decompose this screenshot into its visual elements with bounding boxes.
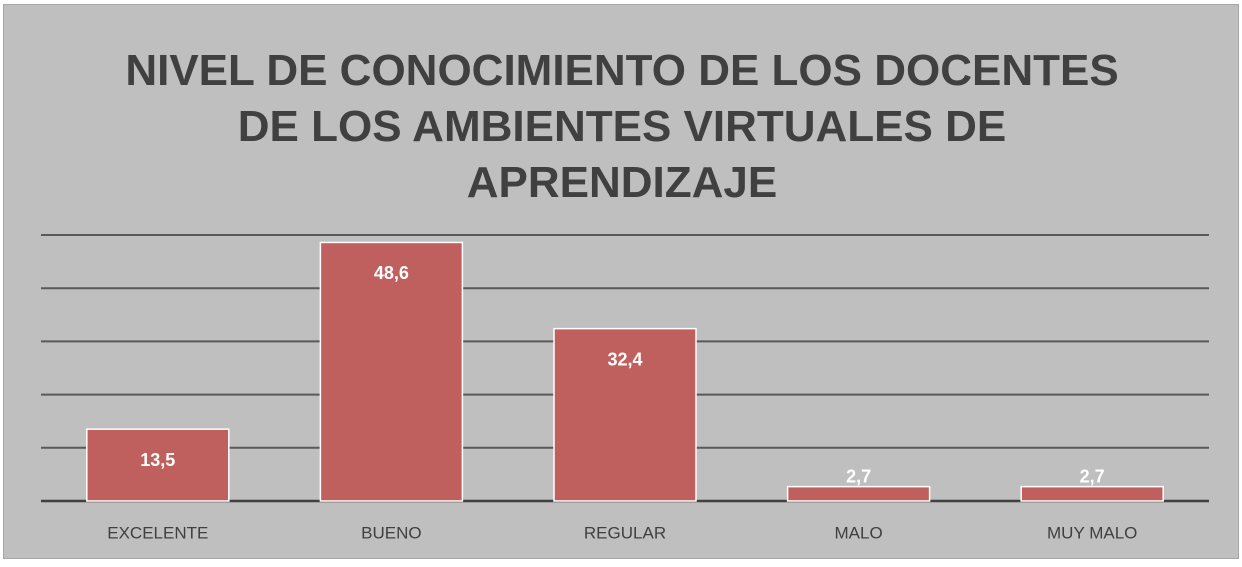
x-tick-label: EXCELENTE — [107, 523, 208, 542]
x-tick-label: MALO — [835, 523, 883, 542]
bar — [553, 327, 697, 502]
data-label: 2,7 — [846, 466, 871, 486]
chart-title: NIVEL DE CONOCIMIENTO DE LOS DOCENTES DE… — [125, 46, 1119, 207]
x-tick-label: MUY MALO — [1047, 523, 1137, 542]
x-tick-label: REGULAR — [584, 523, 666, 542]
data-label: 2,7 — [1080, 466, 1105, 486]
chart: NIVEL DE CONOCIMIENTO DE LOS DOCENTES DE… — [3, 4, 1239, 559]
data-label: 48,6 — [374, 263, 409, 283]
plot: EXCELENTE 13,5 BUENO 48,6 REGULAR 32,4 MALO 2,7… — [41, 234, 1209, 542]
data-label: 32,4 — [607, 349, 642, 369]
bar — [786, 485, 931, 502]
bar — [1020, 485, 1164, 502]
bar — [319, 241, 464, 502]
x-tick-label: BUENO — [361, 523, 421, 542]
bar — [86, 428, 230, 502]
data-label: 13,5 — [140, 450, 175, 470]
